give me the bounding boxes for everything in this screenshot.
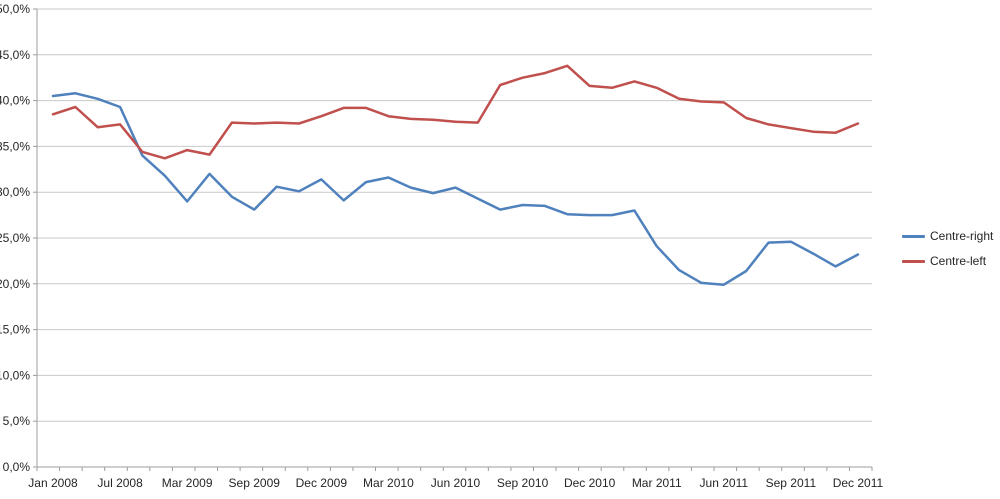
x-tick-label: Sep 2011 — [766, 476, 817, 490]
x-tick-label: Jan 2008 — [28, 476, 78, 490]
x-tick-label: Mar 2009 — [162, 476, 213, 490]
x-tick-label: Jul 2008 — [97, 476, 143, 490]
x-tick-label: Jun 2010 — [431, 476, 481, 490]
legend-line-swatch-centre-left — [902, 259, 925, 263]
legend-line-swatch-centre-right — [902, 234, 925, 238]
x-tick-label: Dec 2009 — [296, 476, 348, 490]
y-tick-label: 30,0% — [0, 185, 30, 199]
x-tick-label: Dec 2010 — [564, 476, 616, 490]
legend-item-centre-right: Centre-right — [902, 229, 993, 243]
y-tick-label: 40,0% — [0, 94, 30, 108]
legend-item-centre-left: Centre-left — [902, 254, 993, 268]
x-tick-label: Dec 2011 — [833, 476, 884, 490]
y-tick-label: 25,0% — [0, 231, 30, 245]
y-tick-label: 35,0% — [0, 139, 30, 153]
legend-label-centre-left: Centre-left — [930, 254, 987, 268]
y-tick-label: 5,0% — [3, 414, 31, 428]
legend-label-centre-right: Centre-right — [930, 229, 994, 243]
x-tick-label: Sep 2010 — [497, 476, 549, 490]
x-tick-label: Mar 2010 — [363, 476, 414, 490]
y-tick-label: 10,0% — [0, 368, 30, 382]
y-tick-label: 0,0% — [3, 460, 31, 474]
series-line-centre-left — [51, 64, 860, 160]
series-line-centre-right — [51, 92, 860, 286]
x-tick-label: Mar 2011 — [632, 476, 682, 490]
y-tick-label: 50,0% — [0, 2, 30, 16]
x-tick-label: Sep 2009 — [229, 476, 281, 490]
x-tick-label: Jun 2011 — [700, 476, 749, 490]
y-tick-label: 15,0% — [0, 323, 30, 337]
y-tick-label: 20,0% — [0, 277, 30, 291]
y-tick-label: 45,0% — [0, 48, 30, 62]
chart-legend: Centre-right Centre-left — [902, 229, 993, 268]
